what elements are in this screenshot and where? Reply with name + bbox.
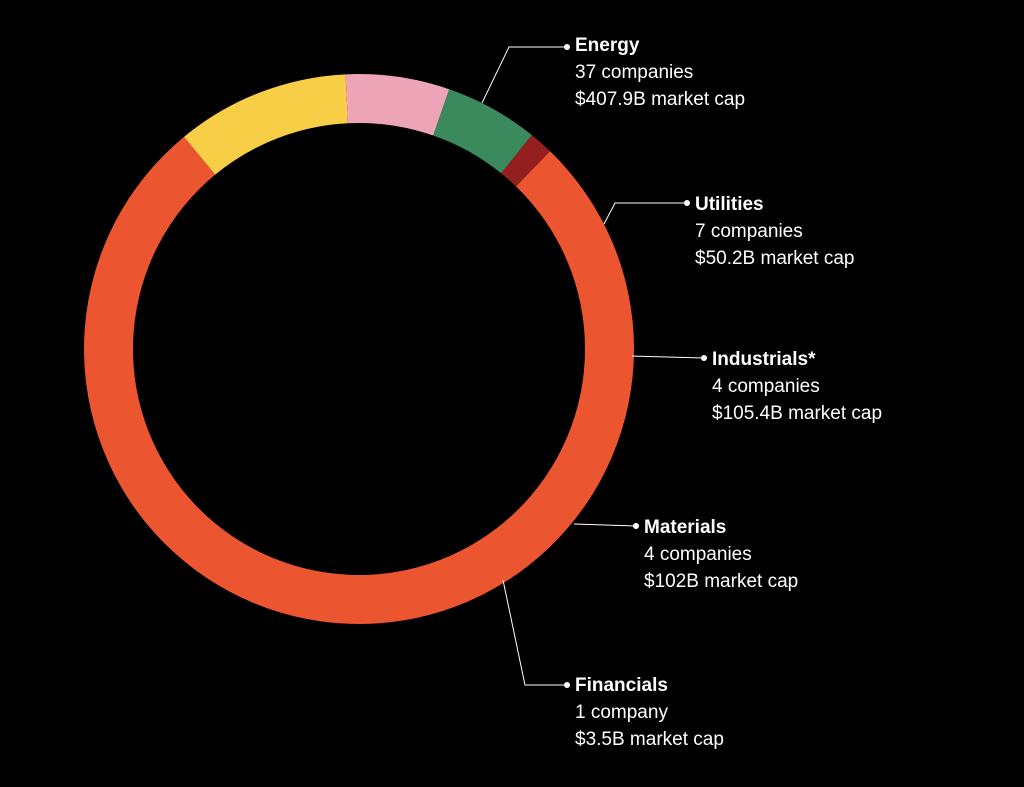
- industrials-name: Industrials*: [712, 349, 816, 370]
- materials-companies: 4 companies: [644, 544, 752, 565]
- leader-line-materials: [573, 523, 637, 527]
- energy-market-cap: $407.9B market cap: [575, 89, 746, 110]
- industrials-market-cap: $105.4B market cap: [712, 403, 883, 424]
- utilities-name: Utilities: [695, 194, 764, 215]
- materials-name: Materials: [644, 517, 727, 538]
- leader-line-utilities: [603, 202, 687, 225]
- utilities-companies: 7 companies: [695, 221, 803, 242]
- slice-energy: [84, 136, 635, 624]
- label-materials: Materials 4 companies $102B market cap: [644, 514, 798, 595]
- leader-dot-financials: [564, 682, 570, 688]
- energy-name: Energy: [575, 35, 640, 56]
- utilities-market-cap: $50.2B market cap: [695, 248, 855, 269]
- leader-line-financials: [502, 579, 567, 686]
- financials-market-cap: $3.5B market cap: [575, 729, 724, 750]
- label-utilities: Utilities 7 companies $50.2B market cap: [695, 191, 854, 272]
- leader-dot-materials: [633, 523, 639, 529]
- industrials-companies: 4 companies: [712, 376, 820, 397]
- leader-lines: [481, 44, 707, 688]
- energy-companies: 37 companies: [575, 62, 694, 83]
- donut-arcs: [84, 74, 635, 624]
- leader-line-industrials: [631, 355, 705, 359]
- leader-dot-energy: [564, 44, 570, 50]
- materials-market-cap: $102B market cap: [644, 571, 799, 592]
- label-industrials: Industrials* 4 companies $105.4B market …: [712, 346, 882, 427]
- slice-industrials: [345, 74, 450, 136]
- financials-name: Financials: [575, 675, 668, 696]
- label-energy: Energy 37 companies $407.9B market cap: [575, 32, 745, 113]
- leader-line-energy: [481, 46, 567, 104]
- slice-financials: [501, 135, 551, 187]
- financials-companies: 1 company: [575, 702, 668, 723]
- leader-dot-industrials: [701, 355, 707, 361]
- slice-utilities: [184, 74, 348, 175]
- slice-materials: [433, 89, 532, 174]
- leader-dot-utilities: [684, 200, 690, 206]
- label-financials: Financials 1 company $3.5B market cap: [575, 672, 724, 753]
